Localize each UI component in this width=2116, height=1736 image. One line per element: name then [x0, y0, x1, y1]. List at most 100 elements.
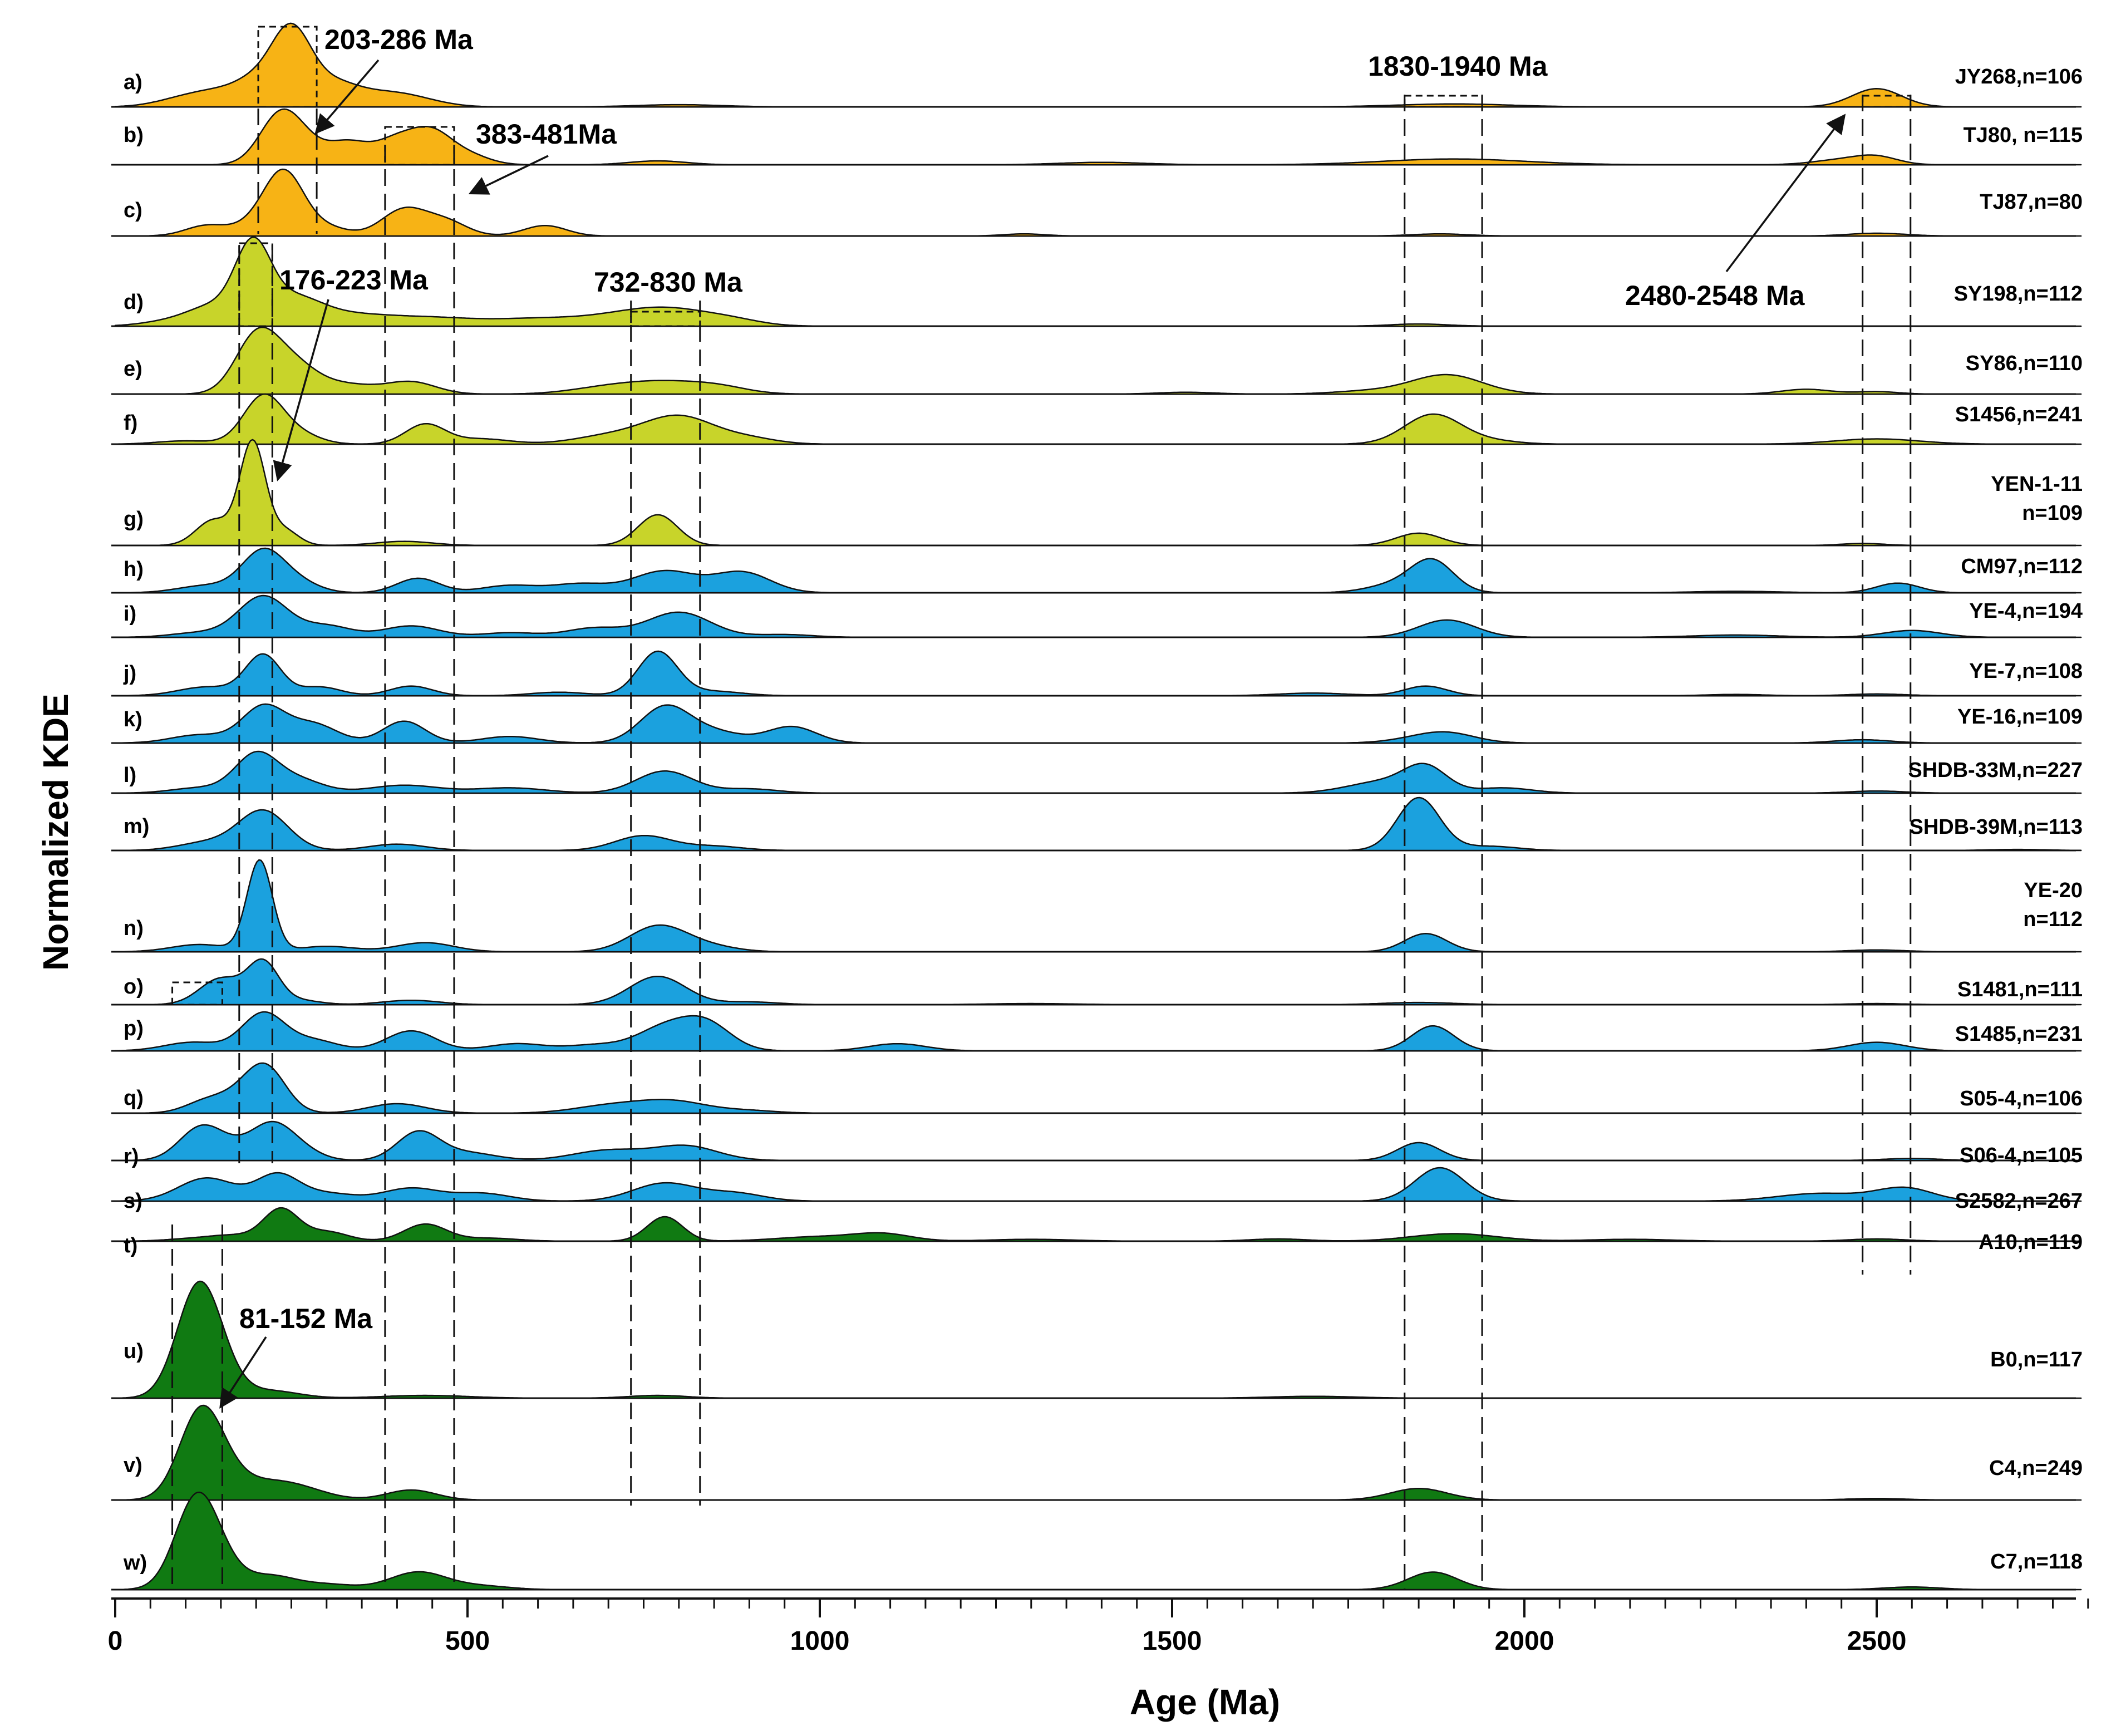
kde-curve-k	[114, 703, 2082, 744]
annotation-7: 81-152 Ma	[239, 1303, 373, 1334]
range-box-4	[1862, 95, 1912, 108]
row-letter-w: w)	[123, 1551, 147, 1575]
annotation-4: 2480-2548 Ma	[1625, 280, 1805, 311]
kde-curve-m	[114, 796, 2082, 852]
row-letter-p: p)	[124, 1017, 144, 1040]
kde-curve-a	[114, 22, 2082, 108]
x-tick-label-0: 0	[108, 1626, 123, 1656]
sample-label-k: YE-16,n=109	[1957, 705, 2083, 729]
row-letter-e: e)	[124, 357, 142, 381]
row-letter-r: r)	[124, 1145, 139, 1168]
sample-label-g: YEN-1-11 n=109	[1991, 473, 2083, 525]
row-letter-m: m)	[124, 815, 149, 838]
kde-curve-n	[114, 859, 2082, 953]
range-box-5	[238, 242, 273, 327]
annotation-arrow-2	[468, 155, 549, 195]
sample-label-f: S1456,n=241	[1955, 403, 2083, 426]
sample-label-d: SY198,n=112	[1954, 282, 2083, 306]
annotation-arrow-4	[1725, 114, 1846, 273]
kde-curve-l	[114, 750, 2082, 794]
kde-curve-p	[114, 1011, 2082, 1052]
sample-label-h: CM97,n=112	[1961, 555, 2083, 578]
annotation-6: 732-830 Ma	[594, 267, 743, 298]
kde-curve-v	[114, 1404, 2082, 1501]
annotation-boxes-group	[171, 26, 1912, 1006]
row-letter-a: a)	[124, 71, 142, 94]
range-box-2	[384, 126, 455, 166]
sample-label-j: YE-7,n=108	[1969, 660, 2083, 683]
kde-curve-b	[114, 108, 2082, 166]
reference-lines-group	[171, 95, 1912, 1592]
annotation-arrow-5	[273, 299, 329, 481]
sample-label-i: YE-4,n=194	[1969, 599, 2083, 623]
kde-curve-e	[114, 326, 2082, 395]
kde-curve-o	[114, 958, 2082, 1006]
kde-curve-r	[114, 1120, 2082, 1162]
kde-curve-d	[114, 236, 2082, 327]
kde-curve-j	[114, 650, 2082, 697]
y-axis-title: Normalized KDE	[36, 694, 76, 971]
row-letter-s: s)	[124, 1189, 142, 1213]
row-letter-o: o)	[124, 975, 144, 999]
row-letter-b: b)	[124, 124, 144, 147]
kde-curve-f	[114, 393, 2082, 445]
x-tick-label-500: 500	[445, 1626, 490, 1656]
row-letter-v: v)	[124, 1454, 142, 1477]
row-letter-k: k)	[124, 708, 142, 731]
sample-label-b: TJ80, n=115	[1964, 124, 2083, 147]
sample-label-m: SHDB-39M,n=113	[1909, 815, 2083, 839]
sample-label-c: TJ87,n=80	[1980, 190, 2083, 214]
x-axis: 0 500 1000 1500 2000 2500	[108, 1597, 2089, 1656]
sample-label-s: S2582,n=267	[1955, 1189, 2083, 1213]
sample-label-n: YE-20 n=112	[2023, 879, 2083, 931]
annotation-2: 383-481Ma	[476, 119, 617, 150]
row-letter-d: d)	[124, 291, 144, 314]
kde-curve-s	[114, 1167, 2082, 1202]
x-tick-label-1000: 1000	[790, 1626, 850, 1656]
row-letter-g: g)	[124, 508, 144, 531]
x-tick-label-2000: 2000	[1495, 1626, 1554, 1656]
sample-label-l: SHDB-33M,n=227	[1908, 759, 2083, 782]
row-letter-u: u)	[124, 1340, 144, 1363]
range-box-3	[1404, 95, 1483, 108]
x-tick-label-2500: 2500	[1847, 1626, 1907, 1656]
annotation-arrow-7	[219, 1336, 267, 1409]
kde-curve-u	[114, 1280, 2082, 1399]
annotations-group: 203-286 Ma 383-481Ma 1830-1940 Ma 2480-2548…	[219, 24, 1846, 1409]
sample-label-o: S1481,n=111	[1957, 978, 2083, 1001]
x-tick-label-1500: 1500	[1143, 1626, 1202, 1656]
sample-label-u: B0,n=117	[1990, 1348, 2083, 1371]
sample-label-q: S05-4,n=106	[1960, 1087, 2083, 1110]
kde-curve-i	[114, 594, 2082, 638]
kde-curve-q	[114, 1062, 2082, 1114]
sample-label-a: JY268,n=106	[1955, 65, 2083, 88]
sample-label-p: S1485,n=231	[1955, 1022, 2083, 1046]
row-letter-f: f)	[124, 411, 137, 435]
sample-label-e: SY86,n=110	[1966, 352, 2083, 375]
kde-curve-h	[114, 547, 2082, 594]
row-letter-n: n)	[124, 917, 144, 940]
annotation-3: 1830-1940 Ma	[1368, 51, 1548, 82]
kde-curve-t	[114, 1207, 2082, 1242]
row-letter-c: c)	[124, 199, 142, 222]
x-axis-title: Age (Ma)	[1130, 1682, 1280, 1722]
range-box-6	[630, 311, 701, 327]
kde-curves-group	[111, 22, 2082, 1591]
sample-label-v: C4,n=249	[1989, 1457, 2083, 1480]
annotation-1: 203-286 Ma	[324, 24, 474, 55]
row-letter-h: h)	[124, 558, 144, 581]
annotation-5: 176-223 Ma	[279, 264, 429, 296]
kde-curve-g	[114, 439, 2082, 547]
sample-label-t: A10,n=119	[1979, 1231, 2083, 1254]
sample-label-r: S06-4,n=105	[1960, 1144, 2083, 1167]
annotation-arrow-1	[314, 59, 380, 135]
row-letter-l: l)	[124, 764, 136, 787]
row-letter-j: j)	[123, 662, 136, 685]
row-letter-i: i)	[124, 602, 136, 626]
row-letter-q: q)	[124, 1086, 144, 1110]
kde-curve-w	[114, 1491, 2082, 1591]
sample-label-w: C7,n=118	[1990, 1550, 2083, 1573]
row-letter-t: t)	[124, 1234, 137, 1257]
range-box-7	[171, 981, 223, 1006]
